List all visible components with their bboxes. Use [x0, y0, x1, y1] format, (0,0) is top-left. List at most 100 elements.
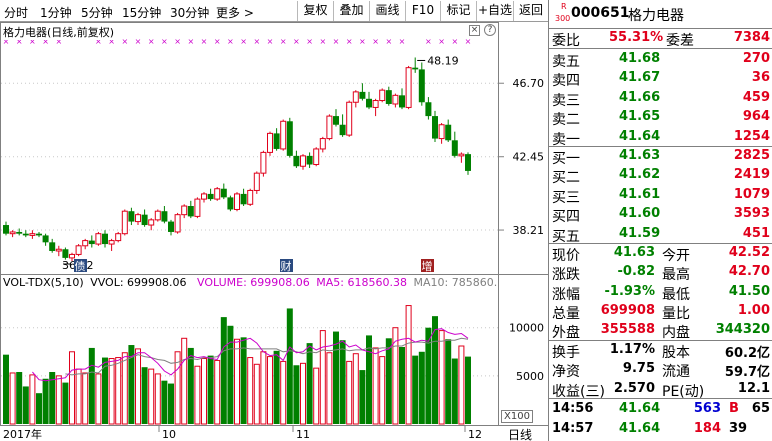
tick-volume: 563: [693, 401, 721, 416]
volume-bar: [458, 345, 465, 425]
period-tab-15min[interactable]: 15分钟: [122, 6, 162, 20]
signal-marker: ×: [42, 37, 49, 46]
bid-price: 41.60: [619, 206, 661, 222]
candle-body: [168, 221, 174, 232]
bid-level-label: 买四: [552, 209, 580, 226]
fundamental-row: 换手 1.17% 股本 60.2亿: [549, 341, 772, 361]
kline-chart[interactable]: × × × × × × × × × × × × × × × × × × × × × × × × × × × × × × × × × 46.70 4…: [0, 22, 548, 441]
candle-body: [187, 206, 194, 217]
candle: [339, 114, 346, 137]
candle-body: [432, 116, 438, 139]
candle: [55, 245, 62, 257]
candle: [121, 209, 128, 236]
candle: [247, 188, 254, 207]
chart-close-icon[interactable]: ×: [469, 25, 480, 36]
candle-body: [201, 193, 207, 200]
volume-bar: [55, 375, 62, 425]
bid-volume: 451: [742, 225, 770, 241]
candle: [168, 219, 174, 236]
stat-label: 量比: [662, 305, 690, 322]
candle-body: [300, 155, 306, 167]
r-badge-sub: 300: [555, 14, 571, 23]
candle-body: [260, 151, 267, 174]
candle: [187, 200, 194, 219]
volume-bar: [187, 347, 194, 424]
bid-row: 买二 41.62 2419: [549, 166, 772, 186]
period-tab-30min[interactable]: 30分钟: [170, 6, 210, 20]
volume-bar: [372, 347, 379, 425]
f10-button[interactable]: F10: [405, 1, 440, 21]
chart-settings-icon[interactable]: ?: [484, 24, 496, 36]
volume-axis-label: 5000: [516, 370, 544, 383]
period-label[interactable]: 日线: [508, 428, 533, 441]
ma10-line: [65, 337, 469, 376]
date-axis-label: 10: [162, 428, 176, 441]
draw-line-button[interactable]: 画线: [369, 1, 405, 21]
volume-bar: [121, 352, 128, 425]
back-button[interactable]: 返回: [513, 1, 548, 21]
stat-label: 涨跌: [552, 267, 580, 284]
event-marker: 债: [74, 259, 87, 273]
weibi-row: 委比 55.31% 委差 7384: [549, 29, 772, 49]
period-more-dropdown[interactable]: 更多 >: [216, 6, 254, 20]
candle: [29, 230, 36, 239]
signal-marker: ×: [385, 37, 392, 46]
volume-bar: [9, 372, 16, 425]
candle-body: [121, 210, 128, 235]
mark-button[interactable]: 标记: [440, 1, 476, 21]
volume-bar: [214, 359, 221, 425]
candle: [392, 93, 399, 108]
volume-bar: [95, 373, 102, 425]
candle: [300, 154, 306, 170]
volume-bar: [3, 354, 9, 424]
volume-bar: [154, 373, 161, 425]
ask-row: 卖五 41.68 270: [549, 50, 772, 70]
candle: [135, 212, 141, 226]
signal-marker: ×: [359, 37, 366, 46]
vvol-value: VVOL: 699908.06: [90, 276, 187, 289]
quote-panel: R 300 000651 格力电器 委比 55.31% 委差 7384 卖五 41…: [548, 0, 772, 441]
candle-body: [286, 121, 293, 156]
stat-value: 344320: [715, 322, 770, 338]
signal-marker: ×: [135, 37, 142, 46]
candle: [115, 231, 122, 243]
r-badge: R: [561, 2, 567, 11]
candle-body: [62, 249, 69, 258]
candle: [458, 152, 465, 163]
volume-bar: [227, 325, 234, 424]
candle: [333, 109, 339, 127]
volume-bar: [148, 368, 155, 425]
candle: [273, 128, 280, 151]
price-axis-label: 42.45: [513, 151, 545, 164]
candle-body: [220, 188, 227, 198]
volume-bar: [451, 358, 458, 424]
signal-marker: ×: [267, 37, 274, 46]
add-watchlist-button[interactable]: +自选: [476, 1, 513, 21]
event-marker: 增: [421, 259, 434, 273]
volume-bar: [366, 335, 372, 424]
overlay-button[interactable]: 叠加: [333, 1, 369, 21]
bid-volume: 2419: [733, 167, 770, 183]
period-tab-5min[interactable]: 5分钟: [81, 6, 113, 20]
period-tab-1min[interactable]: 1分钟: [40, 6, 72, 20]
volume-bar: [128, 345, 135, 424]
candle-body: [88, 240, 95, 245]
bid-price: 41.62: [619, 167, 661, 183]
signal-marker: ×: [148, 37, 155, 46]
tick-direction: B: [729, 401, 739, 416]
kline-chart-area[interactable]: × × × × × × × × × × × × × × × × × × × × × × × × × × × × × × × × × 46.70 4…: [0, 22, 548, 441]
candle: [22, 230, 29, 238]
volume-bar: [16, 372, 23, 424]
signal-marker: ×: [253, 37, 260, 46]
volume-bar: [181, 337, 188, 425]
period-tab-timeshare[interactable]: 分时: [4, 6, 29, 20]
candle-body: [445, 124, 452, 141]
candle-body: [227, 197, 234, 210]
candle: [280, 119, 287, 151]
candle-body: [174, 214, 181, 233]
candle-body: [22, 233, 29, 236]
candle-body: [141, 214, 148, 226]
adjust-button[interactable]: 复权: [297, 1, 333, 21]
candle: [306, 152, 313, 168]
candle-body: [95, 233, 102, 245]
